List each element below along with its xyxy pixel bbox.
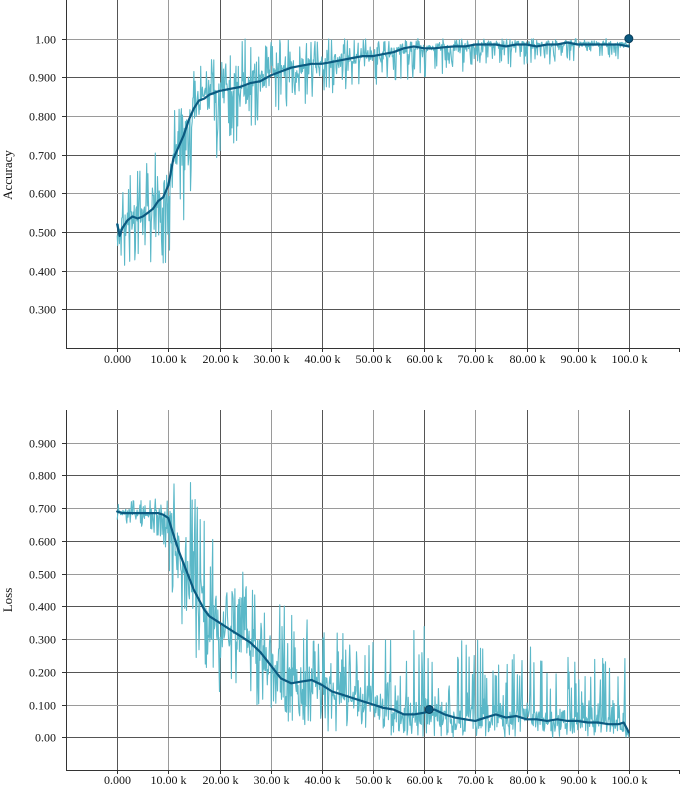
x-tick-label: 90.00 k — [561, 773, 597, 787]
y-tick-label: 0.600 — [29, 187, 56, 201]
x-tick-label: 10.00 k — [151, 352, 187, 366]
highlight-point — [624, 34, 634, 44]
y-axis-title: Loss — [0, 588, 15, 613]
x-tick-label: 100.0 k — [612, 773, 648, 787]
y-tick-label: 0.600 — [29, 535, 56, 549]
y-tick-label: 0.500 — [29, 226, 56, 240]
x-tick-label: 70.00 k — [458, 773, 494, 787]
chart-panel-accuracy: 0.000 10.00 k 20.00 k 30.00 k 40.00 k 50.00 k… — [0, 0, 680, 366]
y-tick-label: 1.00 — [35, 33, 56, 47]
x-tick-label: 20.00 k — [203, 352, 239, 366]
y-tick-label: 0.800 — [29, 110, 56, 124]
x-tick-label: 30.00 k — [254, 352, 290, 366]
y-tick-label: 0.100 — [29, 699, 56, 713]
y-tick-label: 0.300 — [29, 303, 56, 317]
x-tick-label: 40.00 k — [305, 352, 341, 366]
x-tick-label: 40.00 k — [305, 773, 341, 787]
x-tick-label: 80.00 k — [510, 352, 546, 366]
x-tick-label: 70.00 k — [458, 352, 494, 366]
x-tick-label: 0.000 — [104, 352, 131, 366]
y-tick-label: 0.900 — [29, 437, 56, 451]
x-tick-label: 80.00 k — [510, 773, 546, 787]
x-tick-label: 90.00 k — [561, 352, 597, 366]
y-tick-label: 0.200 — [29, 666, 56, 680]
x-tick-label: 20.00 k — [203, 773, 239, 787]
y-tick-label: 0.900 — [29, 71, 56, 85]
x-tick-label: 60.00 k — [407, 773, 443, 787]
chart-panel-loss: 0.000 10.00 k 20.00 k 30.00 k 40.00 k 50.00 k… — [0, 410, 680, 787]
x-tick-label: 60.00 k — [407, 352, 443, 366]
y-tick-label: 0.700 — [29, 502, 56, 516]
raw-series-line — [116, 482, 630, 738]
y-tick-label: 0.700 — [29, 149, 56, 163]
x-tick-label: 30.00 k — [254, 773, 290, 787]
x-tick-label: 0.000 — [104, 773, 131, 787]
y-axis-title: Accuracy — [0, 150, 15, 200]
x-tick-label: 50.00 k — [356, 352, 392, 366]
highlight-point — [424, 704, 434, 714]
y-tick-label: 0.400 — [29, 600, 56, 614]
y-tick-label: 0.500 — [29, 568, 56, 582]
x-tick-label: 100.0 k — [612, 352, 648, 366]
x-tick-label: 50.00 k — [356, 773, 392, 787]
x-tick-label: 10.00 k — [151, 773, 187, 787]
smoothed-series-line — [116, 41, 630, 237]
y-tick-label: 0.300 — [29, 633, 56, 647]
smoothed-series-line — [116, 510, 630, 734]
y-tick-label: 0.800 — [29, 469, 56, 483]
y-tick-label: 0.400 — [29, 265, 56, 279]
y-tick-label: 0.00 — [35, 731, 56, 745]
